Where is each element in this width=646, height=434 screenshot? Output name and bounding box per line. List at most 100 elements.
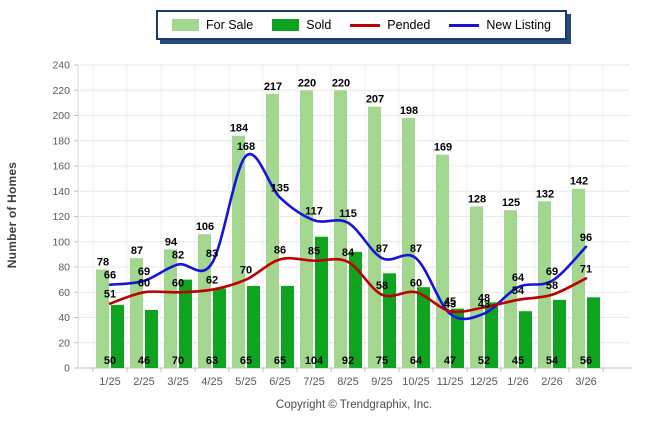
for-sale-value-label: 207: [366, 94, 384, 106]
pended-value-label: 84: [342, 247, 355, 259]
new-listing-value-label: 82: [172, 249, 184, 261]
x-axis-label: 9/25: [371, 376, 392, 388]
y-tick-label: 200: [52, 110, 70, 122]
y-tick-label: 100: [52, 236, 70, 248]
x-axis-label: 12/25: [470, 376, 498, 388]
y-tick-label: 0: [64, 363, 70, 375]
bar-for-sale: [368, 106, 381, 368]
new-listing-value-label: 64: [512, 272, 525, 284]
sold-value-label: 45: [512, 355, 524, 367]
for-sale-value-label: 198: [400, 105, 418, 117]
bar-sold: [587, 297, 600, 368]
for-sale-value-label: 132: [536, 188, 554, 200]
for-sale-value-label: 217: [264, 81, 282, 93]
bar-for-sale: [130, 258, 143, 368]
legend-item-sold: Sold: [272, 18, 331, 32]
x-axis-label: 1/25: [99, 376, 120, 388]
pended-value-label: 51: [104, 289, 116, 301]
sold-value-label: 64: [410, 355, 423, 367]
x-axis-label: 6/25: [269, 376, 290, 388]
new-listing-value-label: 87: [376, 243, 388, 255]
new-listing-line-icon: [449, 23, 480, 27]
legend-item-label: Sold: [306, 18, 332, 32]
legend-item-label: New Listing: [486, 18, 552, 32]
y-tick-label: 20: [58, 337, 70, 349]
x-axis-label: 2/25: [133, 376, 154, 388]
sold-value-label: 52: [478, 355, 490, 367]
bar-sold: [485, 302, 498, 368]
sold-value-label: 104: [305, 355, 324, 367]
bar-for-sale: [334, 90, 347, 368]
bar-sold: [145, 309, 158, 368]
new-listing-value-label: 66: [104, 270, 116, 282]
pended-line-icon: [350, 23, 381, 27]
bar-sold: [213, 288, 226, 368]
bar-for-sale: [470, 206, 483, 368]
bar-sold: [519, 311, 532, 368]
bar-sold: [247, 285, 260, 368]
sold-value-label: 65: [274, 355, 286, 367]
for-sale-value-label: 128: [468, 193, 486, 205]
new-listing-value-label: 96: [580, 232, 592, 244]
sold-value-label: 54: [546, 355, 559, 367]
bar-sold: [451, 308, 464, 368]
y-tick-label: 140: [52, 186, 70, 198]
sold-value-label: 65: [240, 355, 252, 367]
for-sale-value-label: 87: [131, 245, 143, 257]
x-axis-label: 7/25: [303, 376, 324, 388]
pended-value-label: 62: [206, 275, 218, 287]
pended-value-label: 60: [138, 277, 150, 289]
for-sale-value-label: 106: [196, 221, 214, 233]
y-tick-label: 80: [58, 262, 70, 274]
bar-sold: [417, 287, 430, 368]
bar-sold: [281, 285, 294, 368]
new-listing-value-label: 87: [410, 243, 422, 255]
bar-for-sale: [300, 90, 313, 368]
sold-value-label: 47: [444, 355, 456, 367]
bar-sold: [553, 299, 566, 368]
bar-sold: [349, 251, 362, 368]
sold-value-label: 75: [376, 355, 388, 367]
new-listing-value-label: 43: [444, 299, 456, 311]
x-axis-label: 3/26: [575, 376, 596, 388]
y-tick-label: 120: [52, 211, 70, 223]
x-axis-label: 5/25: [235, 376, 256, 388]
for-sale-swatch-icon: [172, 19, 199, 31]
legend-item-for-sale: For Sale: [172, 18, 253, 32]
pended-value-label: 48: [478, 292, 490, 304]
new-listing-value-label: 69: [546, 266, 558, 278]
x-axis-label: 2/26: [541, 376, 562, 388]
bar-for-sale: [266, 94, 279, 368]
for-sale-value-label: 78: [97, 257, 109, 269]
x-axis-label: 3/25: [167, 376, 188, 388]
new-listing-value-label: 117: [305, 205, 323, 217]
sold-value-label: 63: [206, 355, 218, 367]
legend-item-pended: Pended: [350, 18, 430, 32]
pended-value-label: 58: [546, 280, 558, 292]
pended-value-label: 85: [308, 246, 320, 258]
sold-swatch-icon: [272, 19, 300, 31]
x-axis-label: 1/26: [507, 376, 528, 388]
legend: For Sale Sold Pended New Listing: [156, 10, 568, 40]
pended-value-label: 70: [240, 265, 252, 277]
bar-for-sale: [232, 135, 245, 368]
sold-value-label: 46: [138, 355, 150, 367]
new-listing-value-label: 69: [138, 266, 150, 278]
bar-sold: [315, 236, 328, 368]
for-sale-value-label: 125: [502, 197, 520, 209]
x-axis-label: 8/25: [337, 376, 358, 388]
bar-for-sale: [402, 118, 415, 369]
for-sale-value-label: 94: [165, 236, 178, 248]
copyright-text: Copyright © Trendgraphix, Inc.: [275, 399, 433, 411]
for-sale-value-label: 142: [570, 176, 588, 188]
pended-value-label: 54: [512, 285, 525, 297]
pended-line: [108, 256, 588, 314]
new-listing-value-label: 168: [237, 141, 255, 153]
new-listing-value-label: 115: [339, 208, 357, 220]
legend-item-new-listing: New Listing: [449, 18, 551, 32]
y-tick-label: 240: [52, 60, 70, 72]
sold-value-label: 50: [104, 355, 116, 367]
new-listing-value-label: 135: [271, 183, 289, 195]
sold-value-label: 70: [172, 355, 184, 367]
